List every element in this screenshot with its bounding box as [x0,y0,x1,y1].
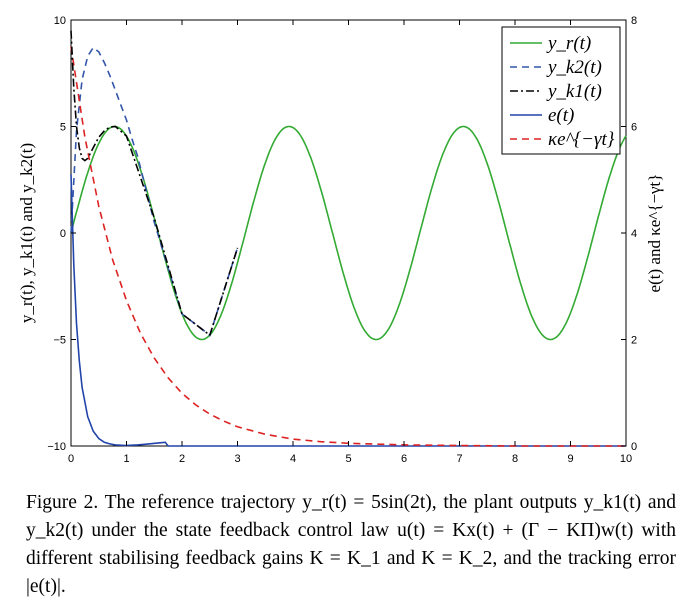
x-tick-label: 7 [456,453,462,465]
legend-label: y_k2(t) [546,57,602,78]
legend-label: y_r(t) [546,33,591,54]
figure-caption: Figure 2. The reference trajectory y_r(t… [26,489,676,601]
y-right-tick-label: 6 [631,122,637,134]
y-left-tick-label: 0 [60,228,66,240]
x-tick-label: 1 [123,453,129,465]
series-line-4 [70,46,626,447]
legend-label: κe^{−γt} [548,129,615,150]
series-line-2 [70,30,239,337]
x-tick-label: 2 [179,453,185,465]
series-layer [70,30,627,447]
chart: 0 1 2 3 4 5 6 7 8 9 10 10 5 0 −5 −10 8 6 4 2 0 y_r(t), y_k1(… [17,15,664,465]
y-right-tick-label: 0 [631,441,637,453]
y-left-tick-label: 10 [54,15,66,27]
x-tick-label: 5 [345,453,351,465]
x-tick-label: 8 [512,453,518,465]
y-axis-left-label: y_r(t), y_k1(t) and y_k2(t) [17,143,36,323]
tick-layer: 0 1 2 3 4 5 6 7 8 9 10 10 5 0 −5 −10 8 6 4 2 0 [47,15,637,465]
y-right-tick-label: 8 [631,15,637,27]
legend: y_r(t) y_k2(t) y_k1(t) e(t) κe^{−γt} [501,26,621,155]
legend-label: e(t) [548,105,574,126]
x-tick-label: 4 [290,453,296,465]
series-line-1 [70,46,239,337]
x-tick-label: 9 [567,453,573,465]
y-right-tick-label: 4 [631,228,637,240]
series-line-3 [70,174,626,447]
y-axis-right-label: e(t) and κe^{−γt} [645,174,664,293]
series-line-0 [70,125,627,341]
x-tick-label: 6 [401,453,407,465]
y-left-tick-label: −5 [53,335,66,347]
x-tick-label: 3 [234,453,240,465]
y-left-tick-label: −10 [47,441,66,453]
x-tick-label: 10 [620,453,632,465]
x-tick-label: 0 [68,453,74,465]
legend-label: y_k1(t) [546,81,602,102]
y-left-tick-label: 5 [60,122,66,134]
y-right-tick-label: 2 [631,335,637,347]
caption-text: Figure 2. The reference trajectory y_r(t… [26,492,676,597]
